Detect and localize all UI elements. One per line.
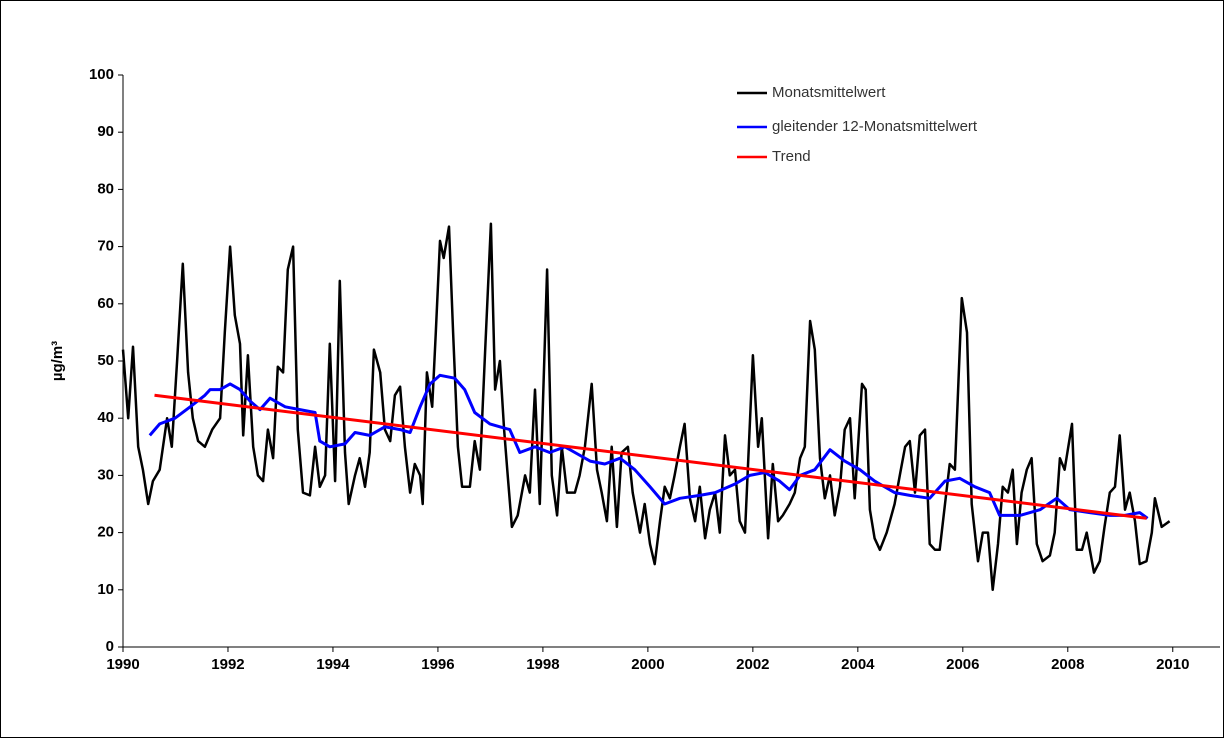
x-tick-label: 2004 — [841, 656, 875, 673]
x-tick-label: 1998 — [526, 656, 559, 673]
x-tick-label: 2002 — [736, 656, 769, 673]
x-tick-label: 1992 — [211, 656, 244, 673]
y-tick-label: 40 — [97, 409, 114, 426]
x-tick-label: 2006 — [946, 656, 979, 673]
legend-label: Monatsmittelwert — [772, 84, 886, 101]
series-line — [121, 222, 1171, 592]
y-tick-label: 30 — [97, 466, 114, 483]
y-axis-label: µg/m³ — [49, 341, 66, 381]
y-tick-label: 60 — [97, 295, 114, 312]
x-tick-label: 1996 — [421, 656, 454, 673]
legend-label: Trend — [772, 148, 811, 165]
legend-label: gleitender 12-Monatsmittelwert — [772, 118, 978, 135]
y-tick-label: 0 — [106, 638, 114, 655]
y-tick-label: 10 — [97, 581, 114, 598]
y-tick-label: 80 — [97, 180, 114, 197]
x-tick-label: 2008 — [1051, 656, 1084, 673]
y-tick-label: 90 — [97, 123, 114, 140]
x-tick-label: 2010 — [1156, 656, 1189, 673]
y-tick-label: 20 — [97, 524, 114, 541]
x-tick-label: 1994 — [316, 656, 350, 673]
x-tick-label: 2000 — [631, 656, 664, 673]
y-tick-label: 100 — [89, 66, 114, 83]
y-tick-label: 50 — [97, 352, 114, 369]
series-line — [154, 393, 1147, 520]
x-tick-label: 1990 — [106, 656, 139, 673]
y-tick-label: 70 — [97, 238, 114, 255]
series-line — [148, 373, 1149, 520]
